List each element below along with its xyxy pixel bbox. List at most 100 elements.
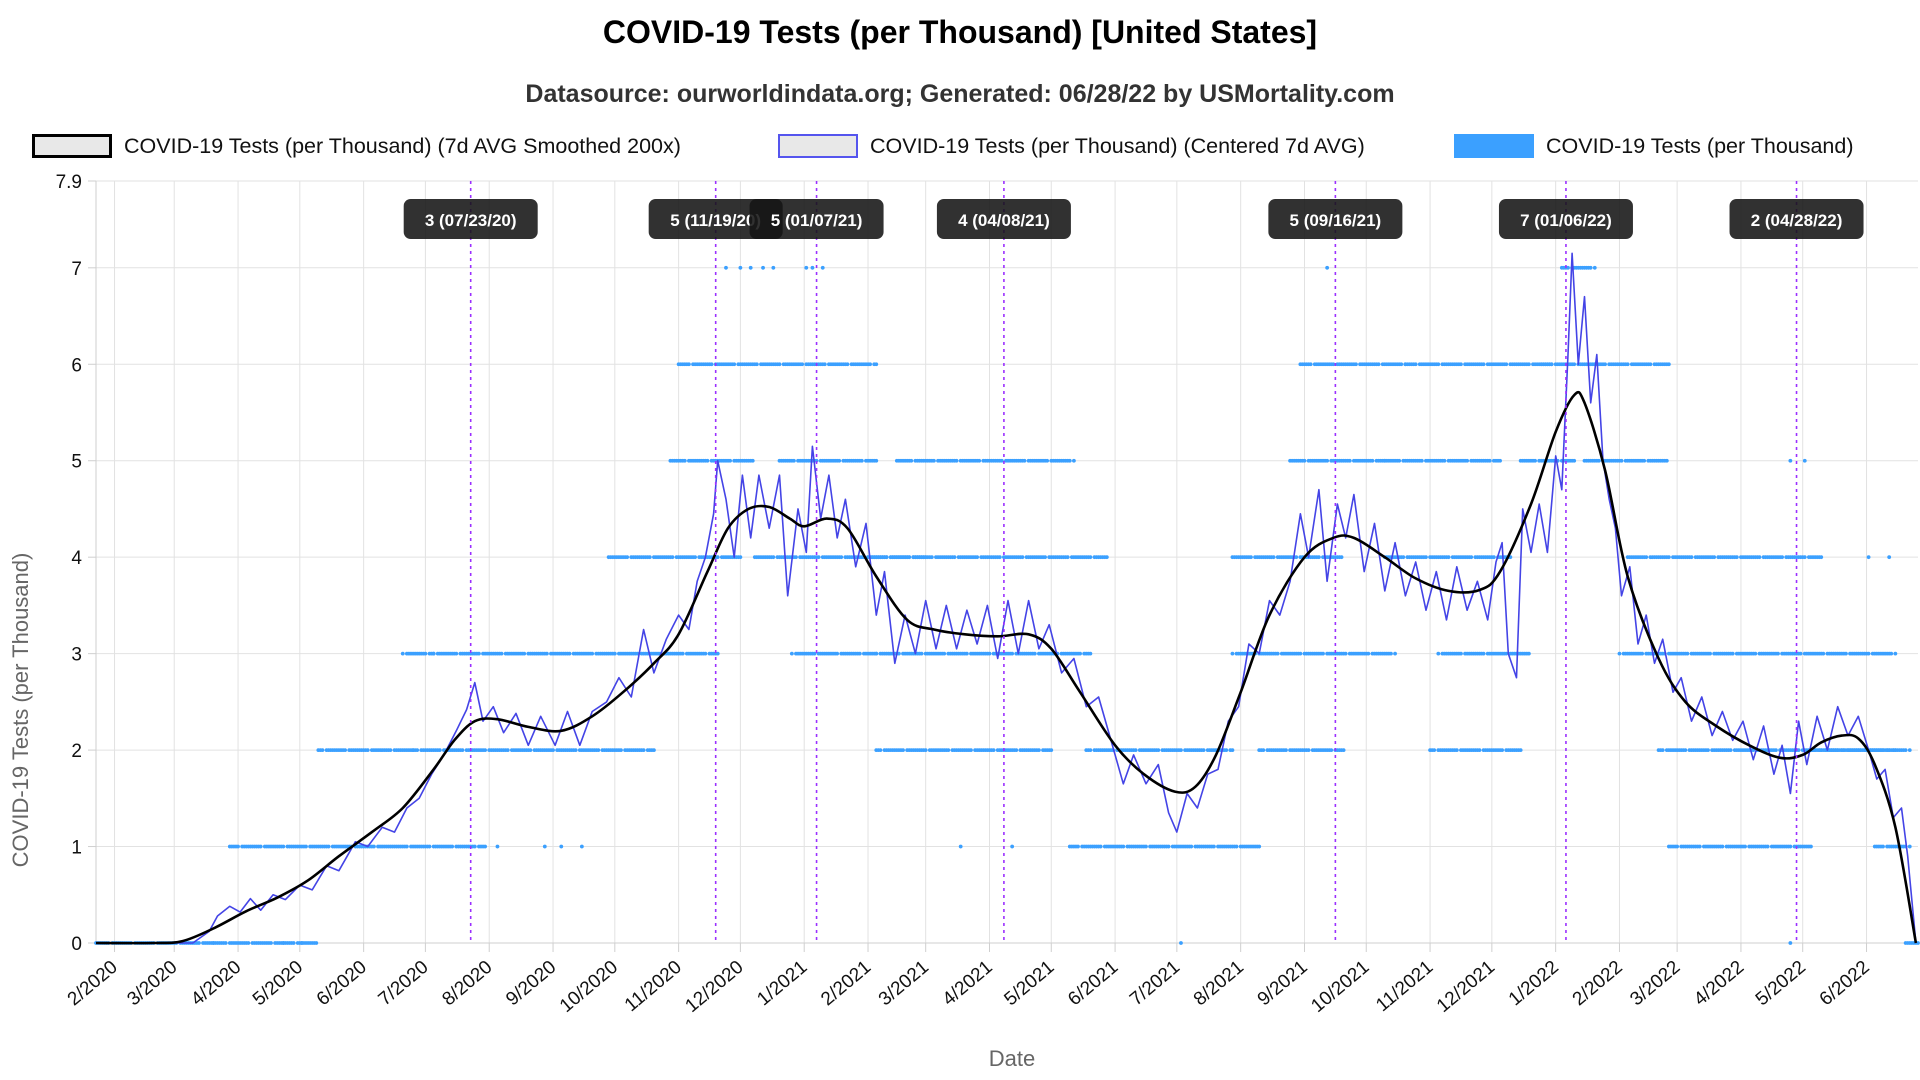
daily-point	[1835, 748, 1840, 752]
daily-point	[1666, 555, 1671, 560]
x-tick-label: 9/2021	[1254, 957, 1312, 1010]
daily-point	[1389, 651, 1393, 656]
daily-point	[1809, 844, 1813, 849]
daily-point	[1819, 555, 1824, 560]
x-tick-label: 4/2021	[939, 957, 997, 1010]
daily-point	[1893, 651, 1898, 656]
daily-point	[952, 555, 957, 560]
daily-point	[326, 844, 331, 849]
daily-point	[427, 844, 432, 849]
y-tick-label: 7	[71, 259, 82, 280]
daily-point	[1858, 748, 1863, 752]
x-tick-label: 7/2021	[1126, 957, 1184, 1010]
daily-point	[1644, 555, 1649, 560]
y-tick-label: 7.9	[56, 172, 82, 193]
daily-point	[1459, 651, 1463, 656]
legend-item-daily[interactable]: COVID-19 Tests (per Thousand)	[1454, 130, 1854, 162]
daily-point	[1393, 651, 1397, 656]
daily-point	[1032, 651, 1037, 656]
daily-point	[1903, 748, 1908, 752]
smoothed-7d-avg-line	[95, 390, 1918, 945]
series-lines	[95, 252, 1918, 945]
daily-point	[954, 458, 959, 463]
daily-point	[738, 265, 743, 270]
daily-point	[281, 941, 286, 945]
daily-point	[1179, 748, 1183, 752]
daily-point	[1720, 844, 1725, 849]
daily-point	[1354, 362, 1358, 367]
annotation-label: 5 (09/16/21)	[1290, 211, 1382, 230]
daily-point	[1734, 555, 1739, 560]
daily-point	[1743, 844, 1747, 849]
daily-point	[1788, 458, 1793, 463]
daily-point	[839, 555, 844, 560]
daily-point	[495, 844, 500, 849]
daily-point	[1065, 555, 1070, 560]
daily-point	[1596, 458, 1601, 463]
daily-point	[969, 748, 973, 752]
daily-point	[1798, 651, 1803, 656]
x-tick-label: 3/2021	[875, 957, 933, 1010]
daily-point	[874, 458, 879, 463]
daily-point	[1642, 458, 1647, 463]
daily-point	[567, 651, 572, 656]
daily-point	[1298, 651, 1303, 656]
daily-point	[1366, 651, 1371, 656]
daily-point	[1078, 651, 1082, 656]
daily-point	[1271, 555, 1276, 560]
legend-item-centered[interactable]: COVID-19 Tests (per Thousand) (Centered …	[778, 130, 1365, 162]
daily-point	[868, 362, 872, 367]
daily-point	[1020, 555, 1025, 560]
daily-point	[812, 651, 817, 656]
annotation-label: 2 (04/28/22)	[1751, 211, 1843, 230]
daily-point	[1043, 555, 1047, 560]
daily-point	[1572, 458, 1577, 463]
daily-point	[792, 458, 796, 463]
y-tick-label: 3	[71, 645, 82, 666]
daily-point	[810, 265, 815, 270]
daily-point	[687, 362, 691, 367]
daily-point	[1469, 555, 1474, 560]
daily-point	[1640, 651, 1645, 656]
daily-point	[1230, 651, 1235, 656]
daily-point	[1088, 748, 1093, 752]
x-tick-label: 10/2021	[1307, 957, 1373, 1017]
daily-point	[1317, 555, 1321, 560]
x-tick-label: 7/2020	[375, 957, 433, 1010]
daily-point	[1121, 844, 1126, 849]
annotation-lines	[469, 181, 1798, 943]
daily-point	[1465, 458, 1470, 463]
daily-point	[1224, 748, 1229, 752]
annotation-box	[1498, 199, 1633, 239]
daily-point	[800, 362, 805, 367]
legend-label-smoothed: COVID-19 Tests (per Thousand) (7d AVG Sm…	[124, 133, 681, 158]
daily-point	[1774, 748, 1778, 752]
daily-point	[1446, 555, 1451, 560]
daily-point	[1419, 458, 1424, 463]
x-tick-label: 11/2021	[1372, 957, 1437, 1016]
daily-point	[1284, 748, 1288, 752]
legend-swatch-centered	[778, 134, 858, 158]
daily-point	[1098, 844, 1103, 849]
daily-point	[625, 555, 630, 560]
daily-point	[1459, 362, 1463, 367]
daily-point	[958, 844, 963, 849]
daily-point	[874, 651, 879, 656]
daily-point	[1675, 844, 1680, 849]
daily-point	[579, 844, 584, 849]
annotation-label: 5 (11/19/20)	[670, 211, 761, 230]
daily-point	[946, 748, 951, 752]
daily-point	[1347, 458, 1352, 463]
daily-point	[794, 555, 798, 560]
daily-point	[987, 651, 992, 656]
daily-point	[777, 362, 782, 367]
daily-point	[1844, 651, 1848, 656]
daily-point	[1261, 748, 1266, 752]
x-tick-label: 10/2020	[556, 957, 622, 1017]
daily-point	[1230, 748, 1235, 752]
daily-point	[1802, 458, 1807, 463]
legend-item-smoothed[interactable]: COVID-19 Tests (per Thousand) (7d AVG Sm…	[32, 130, 681, 162]
daily-point	[559, 844, 564, 849]
x-tick-label: 1/2022	[1505, 957, 1563, 1010]
daily-point	[1104, 555, 1109, 560]
